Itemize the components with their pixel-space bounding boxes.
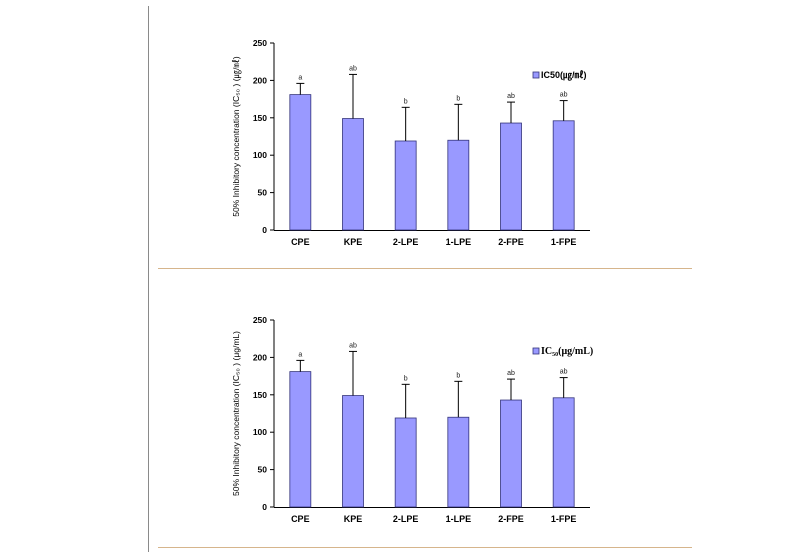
significance-label: b — [456, 372, 460, 379]
ic50-bar-chart-1: 0 50 100 150 200 250 50% Inhibitory concentrat… — [231, 38, 590, 247]
page-left-rule — [148, 6, 149, 552]
bar-kpe — [342, 118, 364, 231]
y-tick-label: 150 — [253, 390, 267, 400]
chart-separator-2 — [158, 547, 692, 548]
significance-label: ab — [507, 93, 515, 100]
significance-label: ab — [560, 369, 568, 376]
x-tick-label: 1-FPE — [551, 514, 577, 524]
x-tick-label: CPE — [291, 237, 310, 247]
significance-label: a — [298, 74, 302, 81]
x-tick-label: 2-LPE — [393, 514, 419, 524]
x-tick-label: 2-FPE — [498, 237, 524, 247]
bar-1-lpe — [447, 139, 470, 231]
bar-2-lpe — [394, 417, 417, 508]
y-axis-label: 50% Inhibitory concentration (IC₅₀ ) (㎍/… — [231, 56, 242, 217]
x-tick-label: 1-LPE — [446, 514, 472, 524]
ic50-bar-chart-2: 0 50 100 150 200 250 50% Inhibitory concentrat… — [231, 315, 593, 524]
x-tick-label: 1-FPE — [551, 237, 577, 247]
bar-1-fpe — [552, 120, 575, 231]
significance-label: b — [404, 98, 408, 105]
x-tick-label: 2-FPE — [498, 514, 524, 524]
bar-1-fpe — [552, 397, 575, 508]
x-tick-label: KPE — [344, 237, 363, 247]
legend-label: IC₅₀(μg/mL) — [541, 346, 593, 357]
bar-2-fpe — [500, 122, 522, 231]
significance-label: ab — [349, 65, 357, 72]
x-tick-label: CPE — [291, 514, 310, 524]
y-tick-label: 200 — [253, 75, 267, 85]
y-tick-label: 50 — [258, 188, 268, 198]
y-tick-label: 100 — [253, 427, 267, 437]
y-tick-label: 0 — [262, 225, 267, 235]
y-tick-label: 250 — [253, 38, 267, 48]
bar-kpe — [342, 395, 364, 508]
bar-2-fpe — [500, 399, 522, 508]
y-axis-label: 50% Inhibitory concentration (IC₅₀ ) (μg… — [231, 331, 241, 496]
significance-label: b — [404, 375, 408, 382]
bar-cpe — [289, 371, 312, 508]
significance-label: ab — [560, 92, 568, 99]
bar-cpe — [289, 94, 312, 231]
y-tick-label: 250 — [253, 315, 267, 325]
significance-label: b — [456, 95, 460, 102]
chart-separator-1 — [158, 268, 692, 269]
y-tick-label: 100 — [253, 150, 267, 160]
x-tick-label: 1-LPE — [446, 237, 472, 247]
significance-label: ab — [349, 342, 357, 349]
x-tick-label: 2-LPE — [393, 237, 419, 247]
x-tick-label: KPE — [344, 514, 363, 524]
y-tick-label: 150 — [253, 113, 267, 123]
y-tick-label: 200 — [253, 352, 267, 362]
legend-swatch — [532, 347, 540, 355]
legend-label: IC50(㎍/㎖) — [541, 70, 587, 81]
bar-1-lpe — [447, 416, 470, 508]
significance-label: ab — [507, 370, 515, 377]
y-tick-label: 0 — [262, 502, 267, 512]
y-tick-label: 50 — [258, 465, 268, 475]
legend-swatch — [532, 71, 540, 79]
bar-2-lpe — [394, 140, 417, 231]
significance-label: a — [298, 351, 302, 358]
